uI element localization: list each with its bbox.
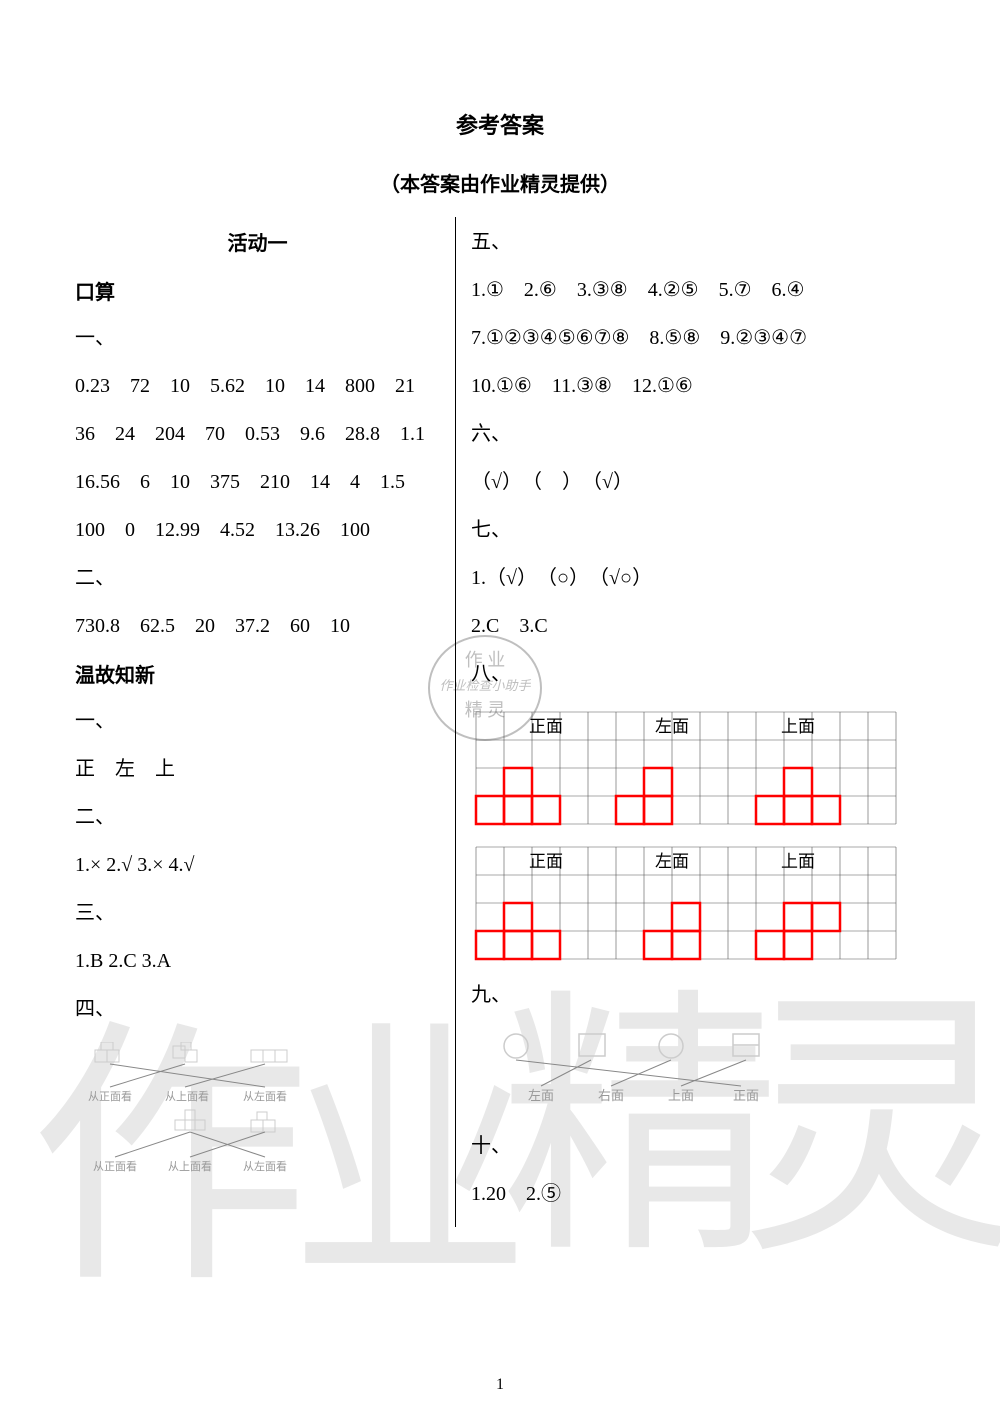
match4-label-b: 从上面看 — [165, 1089, 209, 1103]
left-h1b: 一、 — [75, 706, 440, 736]
right-r4: （√） （ ） （√） — [471, 467, 925, 497]
match9-b: 右面 — [598, 1088, 624, 1103]
right-h8: 八、 — [471, 659, 925, 689]
svg-text:正面: 正面 — [529, 717, 563, 736]
left-column: 活动一 口算 一、 0.23 72 10 5.62 10 14 800 21 3… — [75, 217, 455, 1227]
right-h10: 十、 — [471, 1131, 925, 1161]
svg-text:左面: 左面 — [655, 852, 689, 871]
page-subtitle: （本答案由作业精灵提供） — [0, 140, 1000, 197]
right-r1: 1.① 2.⑥ 3.③⑧ 4.②⑤ 5.⑦ 6.④ — [471, 275, 925, 305]
left-r3: 16.56 6 10 375 210 14 4 1.5 — [75, 467, 440, 497]
svg-text:上面: 上面 — [781, 852, 815, 871]
wengu-heading: 温故知新 — [75, 659, 440, 688]
kousuan-heading: 口算 — [75, 276, 440, 305]
left-r5: 730.8 62.5 20 37.2 60 10 — [75, 611, 440, 641]
right-r5: 1.（√） （○） （√○） — [471, 563, 925, 593]
left-r6: 正 左 上 — [75, 754, 440, 784]
left-h1: 一、 — [75, 323, 440, 353]
left-r8: 1.B 2.C 3.A — [75, 946, 440, 976]
page-title: 参考答案 — [0, 0, 1000, 140]
right-h6: 六、 — [471, 419, 925, 449]
left-h4: 四、 — [75, 994, 440, 1024]
left-r4: 100 0 12.99 4.52 13.26 100 — [75, 515, 440, 545]
match4b-label-c: 从左面看 — [243, 1159, 287, 1173]
right-r6: 2.C 3.C — [471, 611, 925, 641]
left-r2: 36 24 204 70 0.53 9.6 28.8 1.1 — [75, 419, 440, 449]
match9-c: 上面 — [668, 1088, 694, 1103]
match4b-label-a: 从正面看 — [93, 1159, 137, 1173]
right-r2: 7.①②③④⑤⑥⑦⑧ 8.⑤⑧ 9.②③④⑦ — [471, 323, 925, 353]
right-h7: 七、 — [471, 515, 925, 545]
left-h2: 二、 — [75, 563, 440, 593]
right-r10: 1.20 2.⑤ — [471, 1179, 925, 1209]
right-h9: 九、 — [471, 980, 925, 1010]
activity-heading: 活动一 — [75, 227, 440, 256]
match4-label-c: 从左面看 — [243, 1089, 287, 1103]
grid-figure-2: 正面 左面 上面 — [471, 842, 925, 962]
left-r1: 0.23 72 10 5.62 10 14 800 21 — [75, 371, 440, 401]
columns: 活动一 口算 一、 0.23 72 10 5.62 10 14 800 21 3… — [0, 217, 1000, 1227]
page-number: 1 — [496, 1376, 504, 1394]
svg-text:左面: 左面 — [655, 717, 689, 736]
left-r7: 1.× 2.√ 3.× 4.√ — [75, 850, 440, 880]
right-column: 五、 1.① 2.⑥ 3.③⑧ 4.②⑤ 5.⑦ 6.④ 7.①②③④⑤⑥⑦⑧ … — [455, 217, 925, 1227]
svg-text:上面: 上面 — [781, 717, 815, 736]
match4-label-a: 从正面看 — [88, 1089, 132, 1103]
left-h2b: 二、 — [75, 802, 440, 832]
right-h5: 五、 — [471, 227, 925, 257]
match4b-label-b: 从上面看 — [168, 1159, 212, 1173]
match9-d: 正面 — [733, 1088, 759, 1103]
match-diagram-9: 左面 右面 上面 正面 — [471, 1028, 925, 1113]
svg-text:正面: 正面 — [529, 852, 563, 871]
right-r3: 10.①⑥ 11.③⑧ 12.①⑥ — [471, 371, 925, 401]
grid-figure-1: 正面 左面 上面 — [471, 707, 925, 827]
match9-a: 左面 — [528, 1088, 554, 1103]
match-diagram-4: 从正面看 从上面看 从左面看 从正面看 从上面看 从左面看 — [75, 1042, 440, 1197]
left-h3: 三、 — [75, 898, 440, 928]
